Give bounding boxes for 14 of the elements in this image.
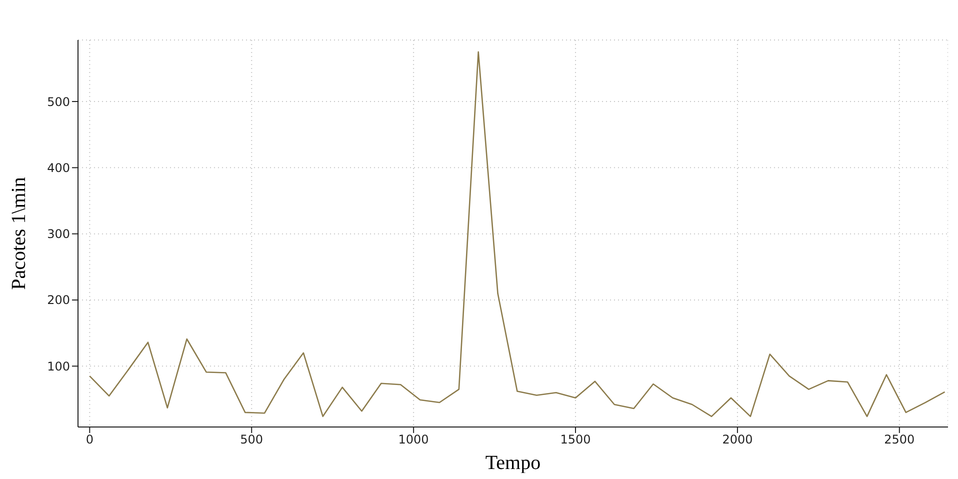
y-axis-title: Pacotes 1\min — [8, 177, 30, 290]
x-tick-label: 500 — [240, 432, 264, 447]
x-tick-label: 1500 — [560, 432, 591, 447]
y-tick-label: 500 — [47, 94, 70, 109]
x-tick-label: 2000 — [722, 432, 753, 447]
y-tick-label: 300 — [47, 227, 70, 242]
x-tick-label: 2500 — [884, 432, 915, 447]
x-tick-label: 1000 — [398, 432, 429, 447]
line-series — [89, 51, 946, 418]
y-tick-label: 100 — [47, 359, 70, 374]
y-tick-label: 200 — [47, 293, 70, 308]
x-tick-label: 0 — [86, 432, 94, 447]
x-axis-title: Tempo — [485, 452, 541, 474]
y-tick-label: 400 — [47, 160, 70, 175]
